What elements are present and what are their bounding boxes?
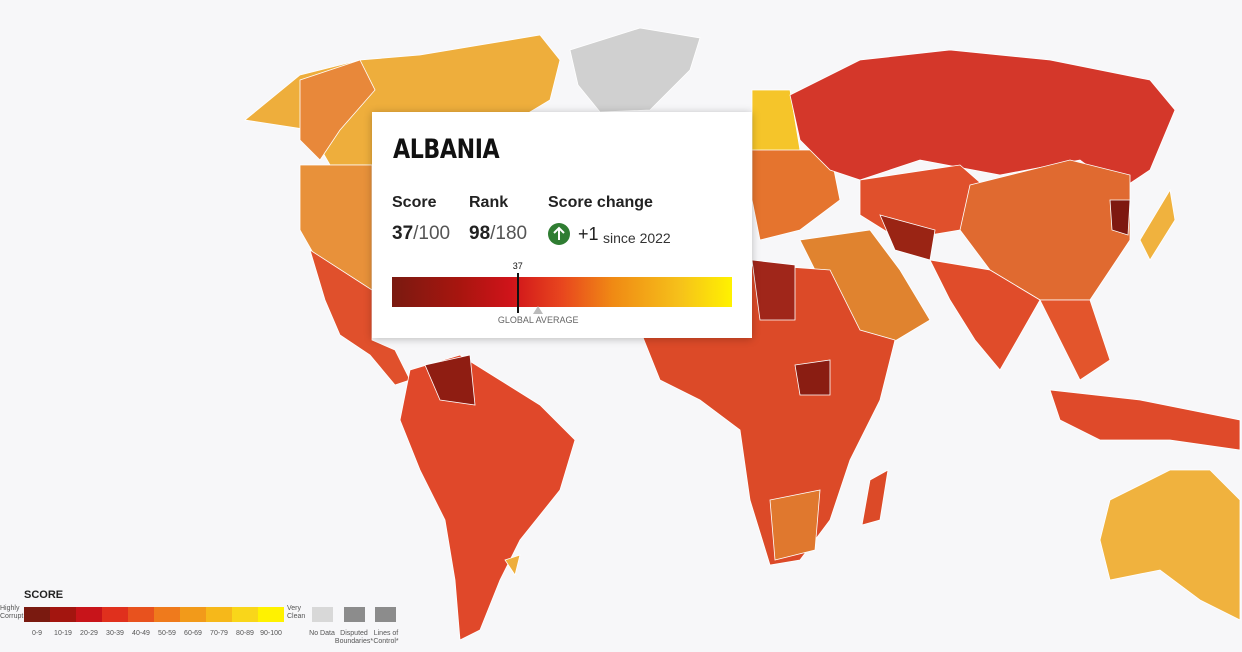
greenland[interactable] <box>569 27 701 113</box>
legend-swatch <box>76 607 102 622</box>
legend-bin-label: 0-9 <box>31 630 43 637</box>
legend-swatch <box>232 607 258 622</box>
madagascar[interactable] <box>861 469 889 526</box>
india[interactable] <box>929 259 1041 371</box>
legend-bin-label: 70-79 <box>210 630 228 637</box>
rank: 98 <box>469 223 491 244</box>
rank-value: 98/180 <box>469 223 527 245</box>
legend-bin-label: 10-19 <box>54 630 72 637</box>
country-name: ALBANIA <box>393 134 500 165</box>
south-sudan[interactable] <box>794 359 831 396</box>
venezuela[interactable] <box>424 354 476 406</box>
russia[interactable] <box>789 49 1176 191</box>
score-value: 37/100 <box>392 223 450 245</box>
south-africa[interactable] <box>769 489 821 561</box>
legend-bin-label: 30-39 <box>106 630 124 637</box>
legend-title: SCORE <box>24 589 64 601</box>
legend-swatch <box>180 607 206 622</box>
arrow-icon <box>553 226 565 240</box>
legend-swatch <box>128 607 154 622</box>
legend-low: Highly Corrupt <box>0 605 24 620</box>
disputed-label: Disputed Boundaries* <box>334 630 374 645</box>
alaska[interactable] <box>299 59 376 161</box>
since: since 2022 <box>603 230 671 246</box>
score-change: +1 <box>578 224 599 244</box>
japan[interactable] <box>1139 188 1176 261</box>
indonesia[interactable] <box>1049 389 1241 451</box>
rank-label: Rank <box>469 194 509 211</box>
legend-bin-label: 80-89 <box>236 630 254 637</box>
disputed-swatch <box>344 607 365 622</box>
no-data-swatch <box>312 607 333 622</box>
score-gradient <box>392 277 732 307</box>
legend-swatch <box>24 607 50 622</box>
no-data-label: No Data <box>309 630 335 637</box>
country-tooltip: ALBANIA Score Rank Score change 37/100 9… <box>372 112 752 338</box>
score-max: /100 <box>413 223 451 244</box>
north-korea[interactable] <box>1109 199 1131 236</box>
average-marker <box>533 306 544 314</box>
legend-bin-label: 40-49 <box>132 630 150 637</box>
lines-swatch <box>375 607 396 622</box>
rank-max: /180 <box>490 223 528 244</box>
average-label: GLOBAL AVERAGE <box>497 315 579 325</box>
legend: SCORE Highly Corrupt Very Clean No Data … <box>0 586 410 652</box>
legend-bin-label: 50-59 <box>158 630 176 637</box>
legend-swatch <box>154 607 180 622</box>
legend-swatch <box>206 607 232 622</box>
score-marker <box>516 273 519 313</box>
legend-bin-label: 90-100 <box>260 630 282 637</box>
uruguay[interactable] <box>504 554 521 576</box>
legend-swatch <box>50 607 76 622</box>
south-america[interactable] <box>399 354 576 641</box>
australia[interactable] <box>1099 469 1241 621</box>
up-arrow <box>548 223 570 245</box>
legend-high: Very Clean <box>287 605 306 620</box>
score: 37 <box>392 223 414 244</box>
change-label: Score change <box>548 194 653 211</box>
legend-bin-label: 20-29 <box>80 630 98 637</box>
libya[interactable] <box>751 259 796 321</box>
score-label: Score <box>392 194 437 211</box>
marker-label: 37 <box>512 261 523 271</box>
legend-swatch <box>258 607 284 622</box>
legend-bin-label: 60-69 <box>184 630 202 637</box>
legend-swatch <box>102 607 128 622</box>
lines-label: Lines of Control* <box>373 630 399 645</box>
southeast-asia[interactable] <box>1039 299 1111 381</box>
